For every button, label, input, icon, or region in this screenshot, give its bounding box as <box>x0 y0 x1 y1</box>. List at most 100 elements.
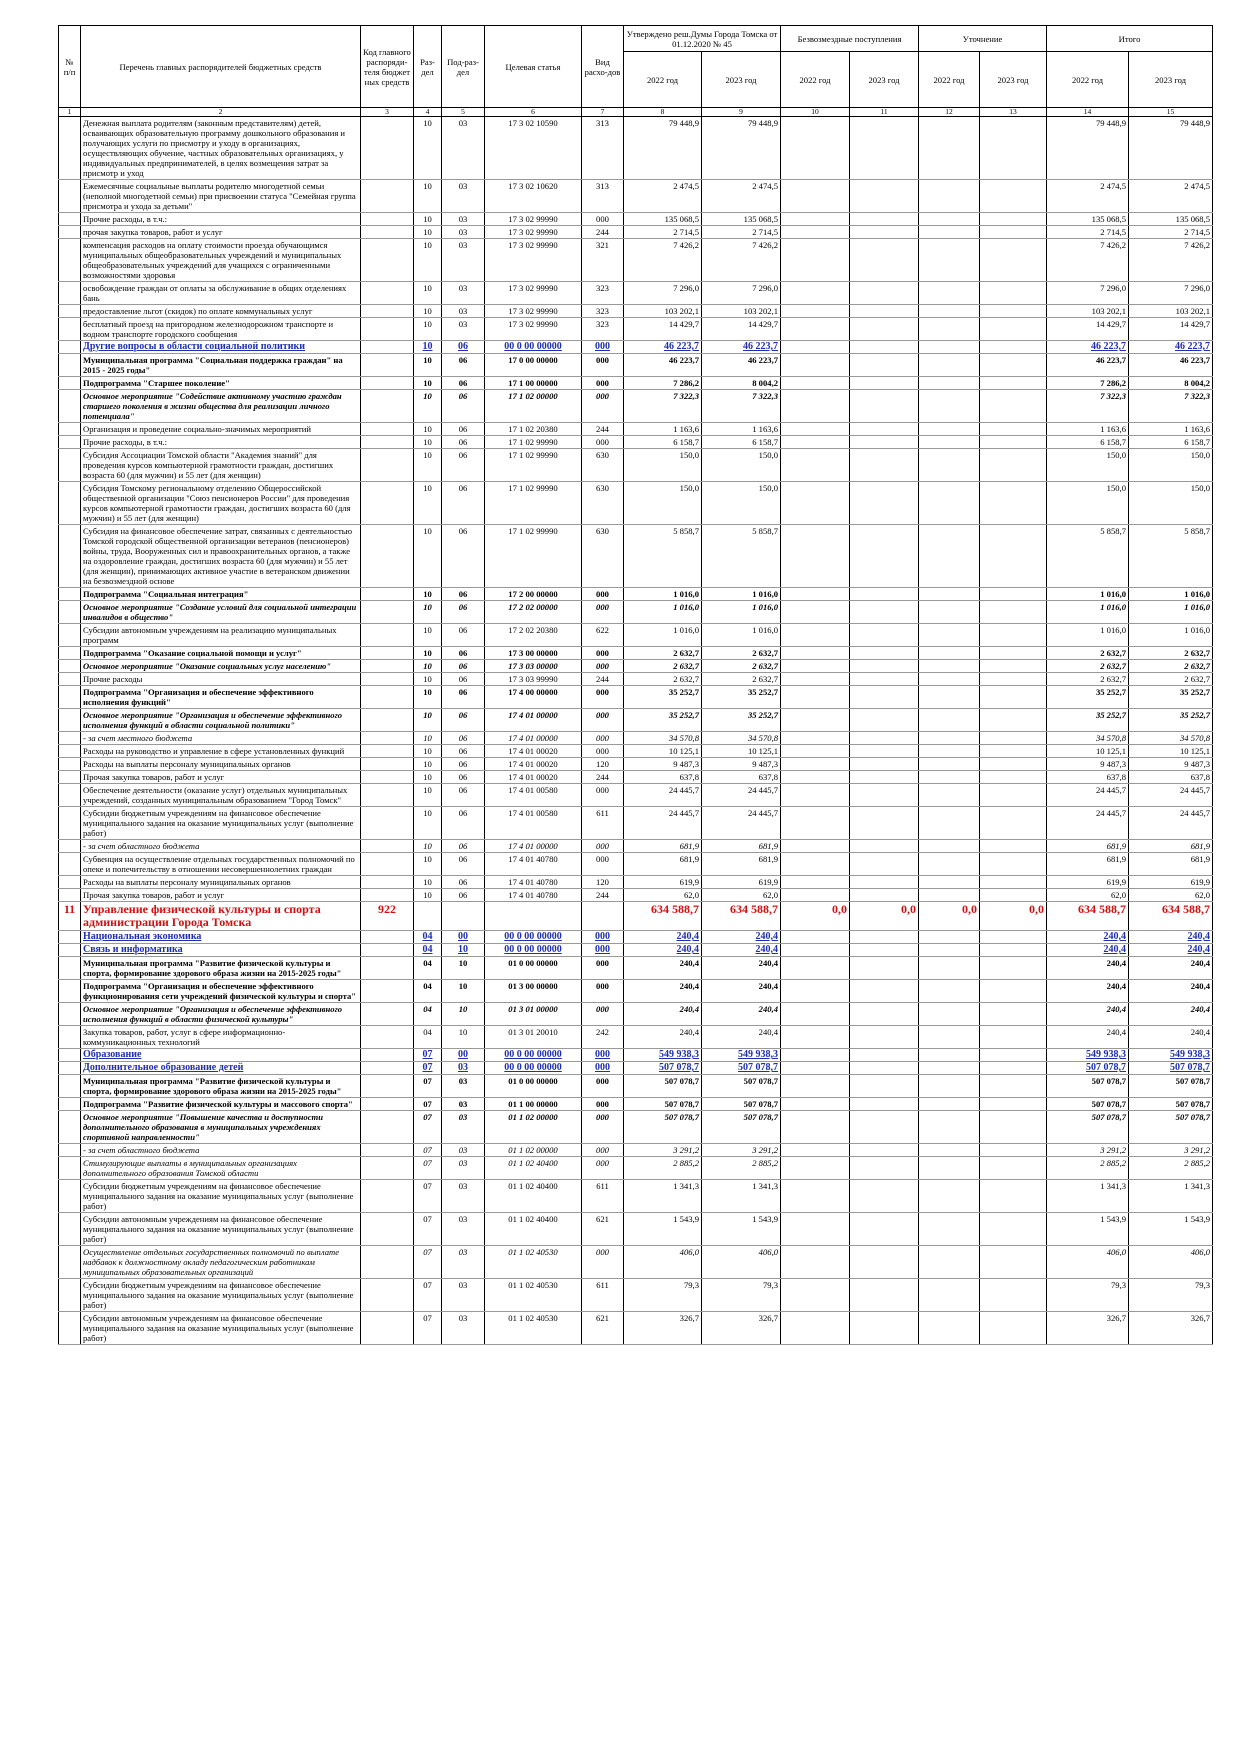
row-type: 000 <box>581 376 624 390</box>
row-value: 35 252,7 <box>623 685 702 709</box>
row-value <box>849 304 920 318</box>
row-code <box>360 179 414 213</box>
row-value: 1 016,0 <box>623 587 702 601</box>
row-target: 17 4 01 00020 <box>484 744 582 758</box>
row-value: 1 016,0 <box>623 600 702 624</box>
row-value: 6 158,7 <box>623 435 702 449</box>
row-value: 240,4 <box>700 1025 782 1049</box>
row-number <box>58 524 81 588</box>
row-name: Муниципальная программа "Развитие физиче… <box>80 956 361 980</box>
row-name: Подпрограмма "Организация и обеспечение … <box>80 685 361 709</box>
row-value: 637,8 <box>1046 770 1130 784</box>
row-value: 46 223,7 <box>700 340 782 354</box>
row-code: 922 <box>360 901 414 931</box>
row-name: Подпрограмма "Оказание социальной помощи… <box>80 646 361 660</box>
row-name: Другие вопросы в области социальной поли… <box>80 340 361 354</box>
row-value: 1 163,6 <box>700 422 782 436</box>
row-name: Субсидии автономным учреждениям на реали… <box>80 623 361 647</box>
row-type: 000 <box>581 435 624 449</box>
row-section: 10 <box>413 806 442 840</box>
row-section: 10 <box>413 389 442 423</box>
row-number <box>58 179 81 213</box>
row-value <box>918 317 981 341</box>
row-subsection: 03 <box>441 1179 485 1213</box>
row-value <box>979 1097 1048 1111</box>
row-number <box>58 839 81 853</box>
table-row: Национальная экономика 04 00 00 0 00 00000 0… <box>58 930 1214 944</box>
row-subsection: 03 <box>441 179 485 213</box>
group-header: Утверждено реш.Думы Города Томска от 01.… <box>622 25 782 52</box>
row-value: 7 322,3 <box>1046 389 1130 423</box>
column-number: 12 <box>918 107 981 117</box>
row-value: 35 252,7 <box>1046 685 1130 709</box>
row-value: 2 714,5 <box>700 225 782 239</box>
row-value: 240,4 <box>1128 1002 1214 1026</box>
table-row: Основное мероприятие "Содействие активно… <box>58 389 1214 423</box>
row-value: 1 016,0 <box>1046 600 1130 624</box>
row-value: 7 426,2 <box>700 238 782 282</box>
row-value <box>849 389 920 423</box>
row-section: 10 <box>413 238 442 282</box>
year-header: 2022 год <box>780 51 851 108</box>
header-cell: Целевая статья <box>484 25 582 108</box>
document: № п/п Перечень главных распорядителей бюд… <box>58 25 1214 1345</box>
row-value: 240,4 <box>1128 979 1214 1003</box>
row-value: 8 004,2 <box>1128 376 1214 390</box>
column-number: 4 <box>413 107 442 117</box>
row-number: 11 <box>58 901 81 931</box>
row-value: 150,0 <box>1128 448 1214 482</box>
row-value: 2 632,7 <box>1046 646 1130 660</box>
row-value: 507 078,7 <box>623 1061 702 1075</box>
row-value <box>918 116 981 180</box>
row-number <box>58 1110 81 1144</box>
row-value: 681,9 <box>700 839 782 853</box>
row-subsection: 06 <box>441 600 485 624</box>
row-section: 10 <box>413 225 442 239</box>
row-value: 35 252,7 <box>623 708 702 732</box>
table-body: Денежная выплата родителям (законным пре… <box>58 116 1214 1345</box>
row-number <box>58 116 81 180</box>
row-number <box>58 852 81 876</box>
row-section: 10 <box>413 646 442 660</box>
row-target: 00 0 00 00000 <box>484 1048 582 1062</box>
row-section: 10 <box>413 623 442 647</box>
row-value: 240,4 <box>700 930 782 944</box>
row-name: бесплатный проезд на пригородном железно… <box>80 317 361 341</box>
row-value <box>918 708 981 732</box>
row-value <box>918 1061 981 1075</box>
row-value: 240,4 <box>1046 930 1130 944</box>
row-value <box>918 481 981 525</box>
row-value: 2 632,7 <box>700 646 782 660</box>
row-subsection: 10 <box>441 1002 485 1026</box>
row-value <box>979 317 1048 341</box>
table-row: Подпрограмма "Развитие физической культу… <box>58 1097 1214 1111</box>
row-value <box>979 757 1048 771</box>
row-subsection: 03 <box>441 1156 485 1180</box>
row-value <box>780 238 851 282</box>
row-value <box>780 304 851 318</box>
row-value <box>849 672 920 686</box>
table-row: Субвенция на осуществление отдельных гос… <box>58 852 1214 876</box>
table-row: Прочие расходы 10 06 17 3 03 99990 244 2 632,… <box>58 672 1214 686</box>
row-number <box>58 623 81 647</box>
table-row: Осуществление отдельных государственных … <box>58 1245 1214 1279</box>
table-row: Прочая закупка товаров, работ и услуг 10 0… <box>58 888 1214 902</box>
row-section: 07 <box>413 1212 442 1246</box>
row-value <box>918 839 981 853</box>
row-value <box>979 956 1048 980</box>
row-number <box>58 448 81 482</box>
row-name: Подпрограмма "Организация и обеспечение … <box>80 979 361 1003</box>
row-code <box>360 317 414 341</box>
row-value <box>849 744 920 758</box>
row-value <box>780 1025 851 1049</box>
row-value <box>780 600 851 624</box>
row-subsection: 10 <box>441 956 485 980</box>
row-value <box>979 1212 1048 1246</box>
row-value: 24 445,7 <box>623 783 702 807</box>
row-value <box>780 979 851 1003</box>
row-value <box>918 1278 981 1312</box>
row-value: 240,4 <box>623 956 702 980</box>
row-value: 79 448,9 <box>1128 116 1214 180</box>
row-target: 17 3 03 99990 <box>484 672 582 686</box>
row-type: 313 <box>581 116 624 180</box>
